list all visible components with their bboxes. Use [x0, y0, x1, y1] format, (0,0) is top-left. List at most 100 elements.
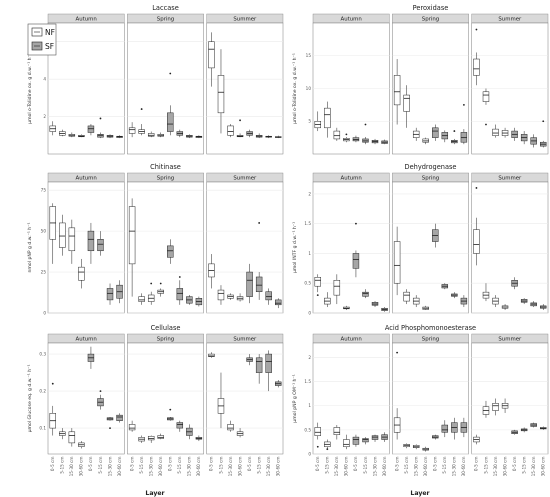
x-tick-label: 15-30 cm	[69, 457, 74, 477]
box-sf-30-60cm	[540, 140, 547, 148]
outlier-point	[475, 187, 478, 189]
box-nf-30-60cm	[422, 305, 429, 311]
chart-title: Dehydrogenase	[405, 163, 457, 171]
facet-strip-label: Summer	[498, 17, 522, 23]
chart-title: Peroxidase	[413, 4, 449, 12]
panel-spring: Spring	[392, 13, 469, 155]
panel-autumn: Autumn	[47, 172, 125, 314]
box-body	[362, 438, 369, 443]
panel-autumn: Autumn 0-5 cm 5-15 cm 15-30 cm 30-60 cm 0-5 c…	[312, 333, 390, 476]
x-tick-label: 0-5 cm	[512, 457, 517, 472]
box-nf-5-15cm	[59, 129, 66, 137]
box-sf-30-60cm	[275, 380, 282, 388]
chart-peroxidase: Peroxidase µmol o-Tolidine ox. g d.w.⁻¹ h…	[292, 4, 549, 155]
panel-spring: Spring 0-5 cm 5-15 cm 15-30 cm 30-60 cm 0-5 c…	[392, 333, 469, 476]
facet-strip-label: Summer	[498, 176, 522, 182]
box-sf-15-30cm	[530, 422, 537, 428]
x-tick-label: 5-15 cm	[256, 457, 261, 474]
box-sf-5-15cm	[255, 272, 263, 300]
box-body	[208, 41, 215, 69]
y-tick-label: 0	[308, 310, 311, 315]
panel-frame	[47, 342, 125, 455]
outlier-point	[316, 445, 319, 448]
box-body	[255, 357, 263, 373]
box-sf-5-15cm	[97, 231, 104, 256]
box-sf-5-15cm	[176, 420, 184, 432]
box-nf-15-30cm	[227, 293, 234, 300]
box-body	[352, 253, 360, 269]
y-axis-label: nmol pNP g d.w.⁻¹ h⁻¹	[27, 222, 33, 272]
y-tick-label: 10	[306, 86, 312, 91]
box-body	[333, 427, 341, 435]
box-nf-0-5cm	[314, 274, 321, 293]
x-tick-label: 15-30 cm	[266, 457, 271, 477]
box-sf-15-30cm	[186, 424, 193, 440]
box-nf-15-30cm	[412, 127, 420, 141]
box-body	[275, 299, 282, 306]
box-nf-30-60cm	[236, 428, 244, 438]
box-body	[265, 291, 272, 301]
box-sf-30-60cm	[460, 417, 468, 438]
facet-strip-label: Autumn	[341, 337, 362, 343]
panel-spring: Spring	[127, 13, 204, 155]
y-tick-label: 25	[41, 269, 47, 274]
chart-laccase: Laccase µmol o-Tolidine ox. g d.w.⁻¹ h⁻¹ 2…	[27, 4, 284, 155]
box-sf-30-60cm	[116, 280, 123, 304]
box-nf-0-5cm	[128, 420, 136, 432]
box-nf-15-30cm	[492, 295, 499, 308]
x-tick-label: 30-60 cm	[276, 457, 281, 477]
y-tick-label: 0.3	[39, 352, 46, 357]
panel-summer: Summer 0-5 cm 5-15 cm 15-30 cm 30-60 cm 0-5 c…	[471, 333, 549, 477]
x-tick-label: 5-15 cm	[404, 457, 409, 474]
x-tick-label: 30-60 cm	[158, 457, 163, 477]
x-tick-label: 0-5 cm	[129, 457, 134, 472]
box-sf-5-15cm	[520, 427, 528, 433]
box-nf-30-60cm	[78, 134, 85, 138]
panel-autumn: Autumn	[312, 13, 390, 155]
box-nf-5-15cm	[59, 214, 66, 256]
box-sf-30-60cm	[381, 139, 388, 145]
x-tick-label: 30-60 cm	[196, 457, 201, 477]
box-sf-0-5cm	[432, 434, 439, 440]
outlier-point	[99, 117, 102, 120]
box-nf-15-30cm	[333, 274, 341, 305]
box-body	[333, 280, 341, 296]
x-axis-title-left: Layer	[145, 490, 165, 497]
box-nf-15-30cm	[227, 124, 234, 138]
box-sf-5-15cm	[441, 420, 449, 438]
box-sf-0-5cm	[87, 124, 95, 136]
box-sf-15-30cm	[106, 283, 114, 305]
box-nf-0-5cm	[314, 111, 321, 132]
box-nf-0-5cm	[393, 408, 401, 440]
panel-summer: Summer 0-5 cm 5-15 cm 15-30 cm 30-60 cm 0-5 c…	[206, 333, 284, 477]
box-sf-30-60cm	[540, 304, 547, 311]
box-nf-0-5cm	[393, 226, 401, 296]
outlier-point	[169, 72, 172, 75]
box-sf-5-15cm	[176, 280, 184, 305]
box-sf-30-60cm	[460, 129, 468, 145]
box-sf-15-30cm	[106, 134, 114, 139]
box-nf-0-5cm	[208, 254, 215, 289]
facet-strip-label: Autumn	[76, 176, 97, 182]
box-sf-0-5cm	[432, 124, 439, 141]
box-body	[314, 427, 321, 436]
legend: NF SF	[27, 23, 57, 56]
chart-chitinase: Chitinase nmol pNP g d.w.⁻¹ h⁻¹ 0 25 50 75 Aut…	[27, 163, 284, 315]
box-nf-15-30cm	[68, 132, 76, 138]
box-body	[482, 91, 490, 102]
box-nf-5-15cm	[217, 285, 225, 305]
x-tick-label: 15-30 cm	[531, 457, 536, 477]
box-sf-0-5cm	[511, 429, 518, 435]
facet-strip-label: Summer	[233, 17, 257, 23]
outlier-point	[326, 448, 329, 451]
y-tick-label: 0.2	[39, 389, 46, 394]
x-tick-label: 5-15 cm	[483, 457, 488, 474]
y-axis-label: µmol pNP g OM⁻¹ h⁻¹	[292, 374, 298, 423]
box-body	[246, 271, 253, 297]
x-tick-label: 0-5 cm	[209, 457, 214, 472]
y-tick-label: 1.5	[304, 379, 311, 384]
box-sf-30-60cm	[275, 298, 282, 309]
panel-spring: Spring 0-5 cm 5-15 cm 15-30 cm 30-60 cm 0-5 c…	[127, 333, 204, 477]
box-nf-15-30cm	[333, 127, 341, 141]
box-body	[227, 125, 234, 136]
